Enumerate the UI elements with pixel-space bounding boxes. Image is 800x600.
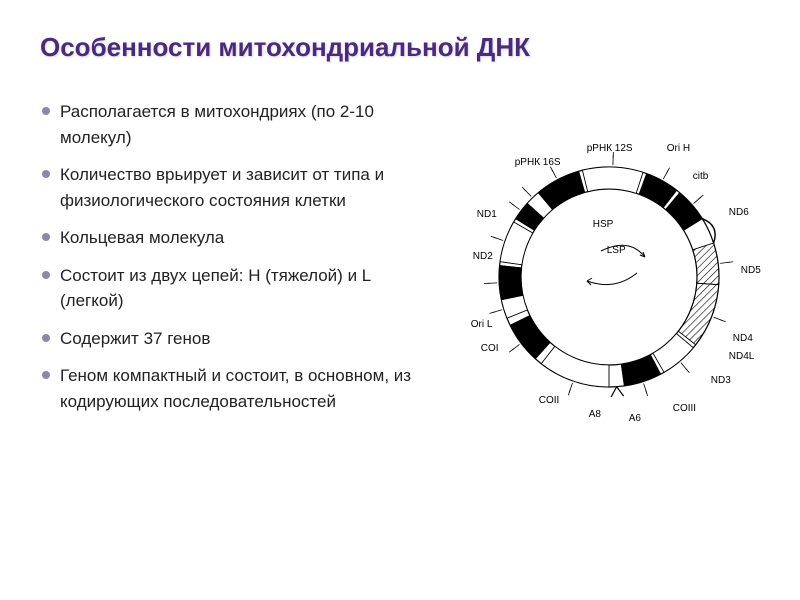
gene-label: A8	[589, 409, 601, 420]
gene-label: LSP	[607, 245, 626, 256]
arrowhead-icon	[727, 262, 733, 263]
arrowhead-icon	[666, 168, 669, 173]
gene-segment	[678, 283, 718, 345]
arrowhead-icon	[522, 187, 526, 191]
gene-label: COI	[481, 343, 499, 354]
arrowhead-icon	[491, 236, 497, 238]
gene-label: HSP	[593, 219, 614, 230]
gene-segment	[621, 355, 660, 386]
lsp-arrow	[587, 273, 637, 285]
arrowhead-icon	[646, 390, 648, 396]
ori-l-notch	[611, 387, 624, 397]
gene-label: citb	[693, 171, 709, 182]
gene-label: ND2	[473, 251, 493, 262]
list-item: Геном компактный и состоит, в основном, …	[40, 363, 413, 414]
gene-label: рРНК 12S	[587, 143, 633, 154]
arrowhead-icon	[568, 390, 570, 396]
arrowhead-icon	[685, 368, 689, 373]
page-title: Особенности митохондриальной ДНК	[40, 32, 760, 63]
list-item: Состоит из двух цепей: H (тяжелой) и L (…	[40, 263, 413, 314]
gene-label: COII	[539, 395, 560, 406]
gene-segment	[582, 167, 643, 193]
list-item: Содержит 37 генов	[40, 326, 413, 352]
gene-label: ND5	[741, 265, 761, 276]
gene-segment	[500, 222, 533, 265]
genome-ring-svg	[479, 147, 739, 407]
gene-segment	[665, 193, 702, 231]
mtdna-diagram: рРНК 12S рРНК 16S citb ND6 ND5 ND4 ND4L ND3 COII…	[423, 99, 760, 439]
gene-segment	[541, 346, 609, 387]
gene-label: ND4L	[729, 351, 755, 362]
gene-label: рРНК 16S	[515, 157, 561, 168]
gene-segment	[501, 295, 527, 318]
list-item: Количество врьирует и зависит от типа и …	[40, 162, 413, 213]
gene-segment	[692, 243, 718, 285]
arrowhead-icon	[699, 195, 704, 199]
gene-label: Ori L	[471, 319, 493, 330]
arrowhead-icon	[509, 202, 514, 206]
list-item: Кольцевая молекула	[40, 225, 413, 251]
arrowhead-icon	[489, 312, 495, 314]
gene-segment	[653, 334, 693, 373]
gene-label: Ori H	[667, 143, 690, 154]
content-row: Располагается в митохондриях (по 2-10 мо…	[40, 99, 760, 439]
gene-segment	[499, 266, 523, 300]
gene-label: ND6	[729, 207, 749, 218]
list-item: Располагается в митохондриях (по 2-10 мо…	[40, 99, 413, 150]
gene-label: ND1	[477, 209, 497, 220]
bullet-list: Располагается в митохондриях (по 2-10 мо…	[40, 99, 413, 439]
arrowhead-icon	[509, 349, 514, 353]
gene-label: ND4	[733, 333, 753, 344]
gene-label: COIII	[673, 403, 696, 414]
gene-label: A6	[629, 413, 641, 424]
arrowhead-icon	[720, 320, 726, 322]
inner-ring	[521, 189, 697, 365]
gene-label: ND3	[711, 375, 731, 386]
